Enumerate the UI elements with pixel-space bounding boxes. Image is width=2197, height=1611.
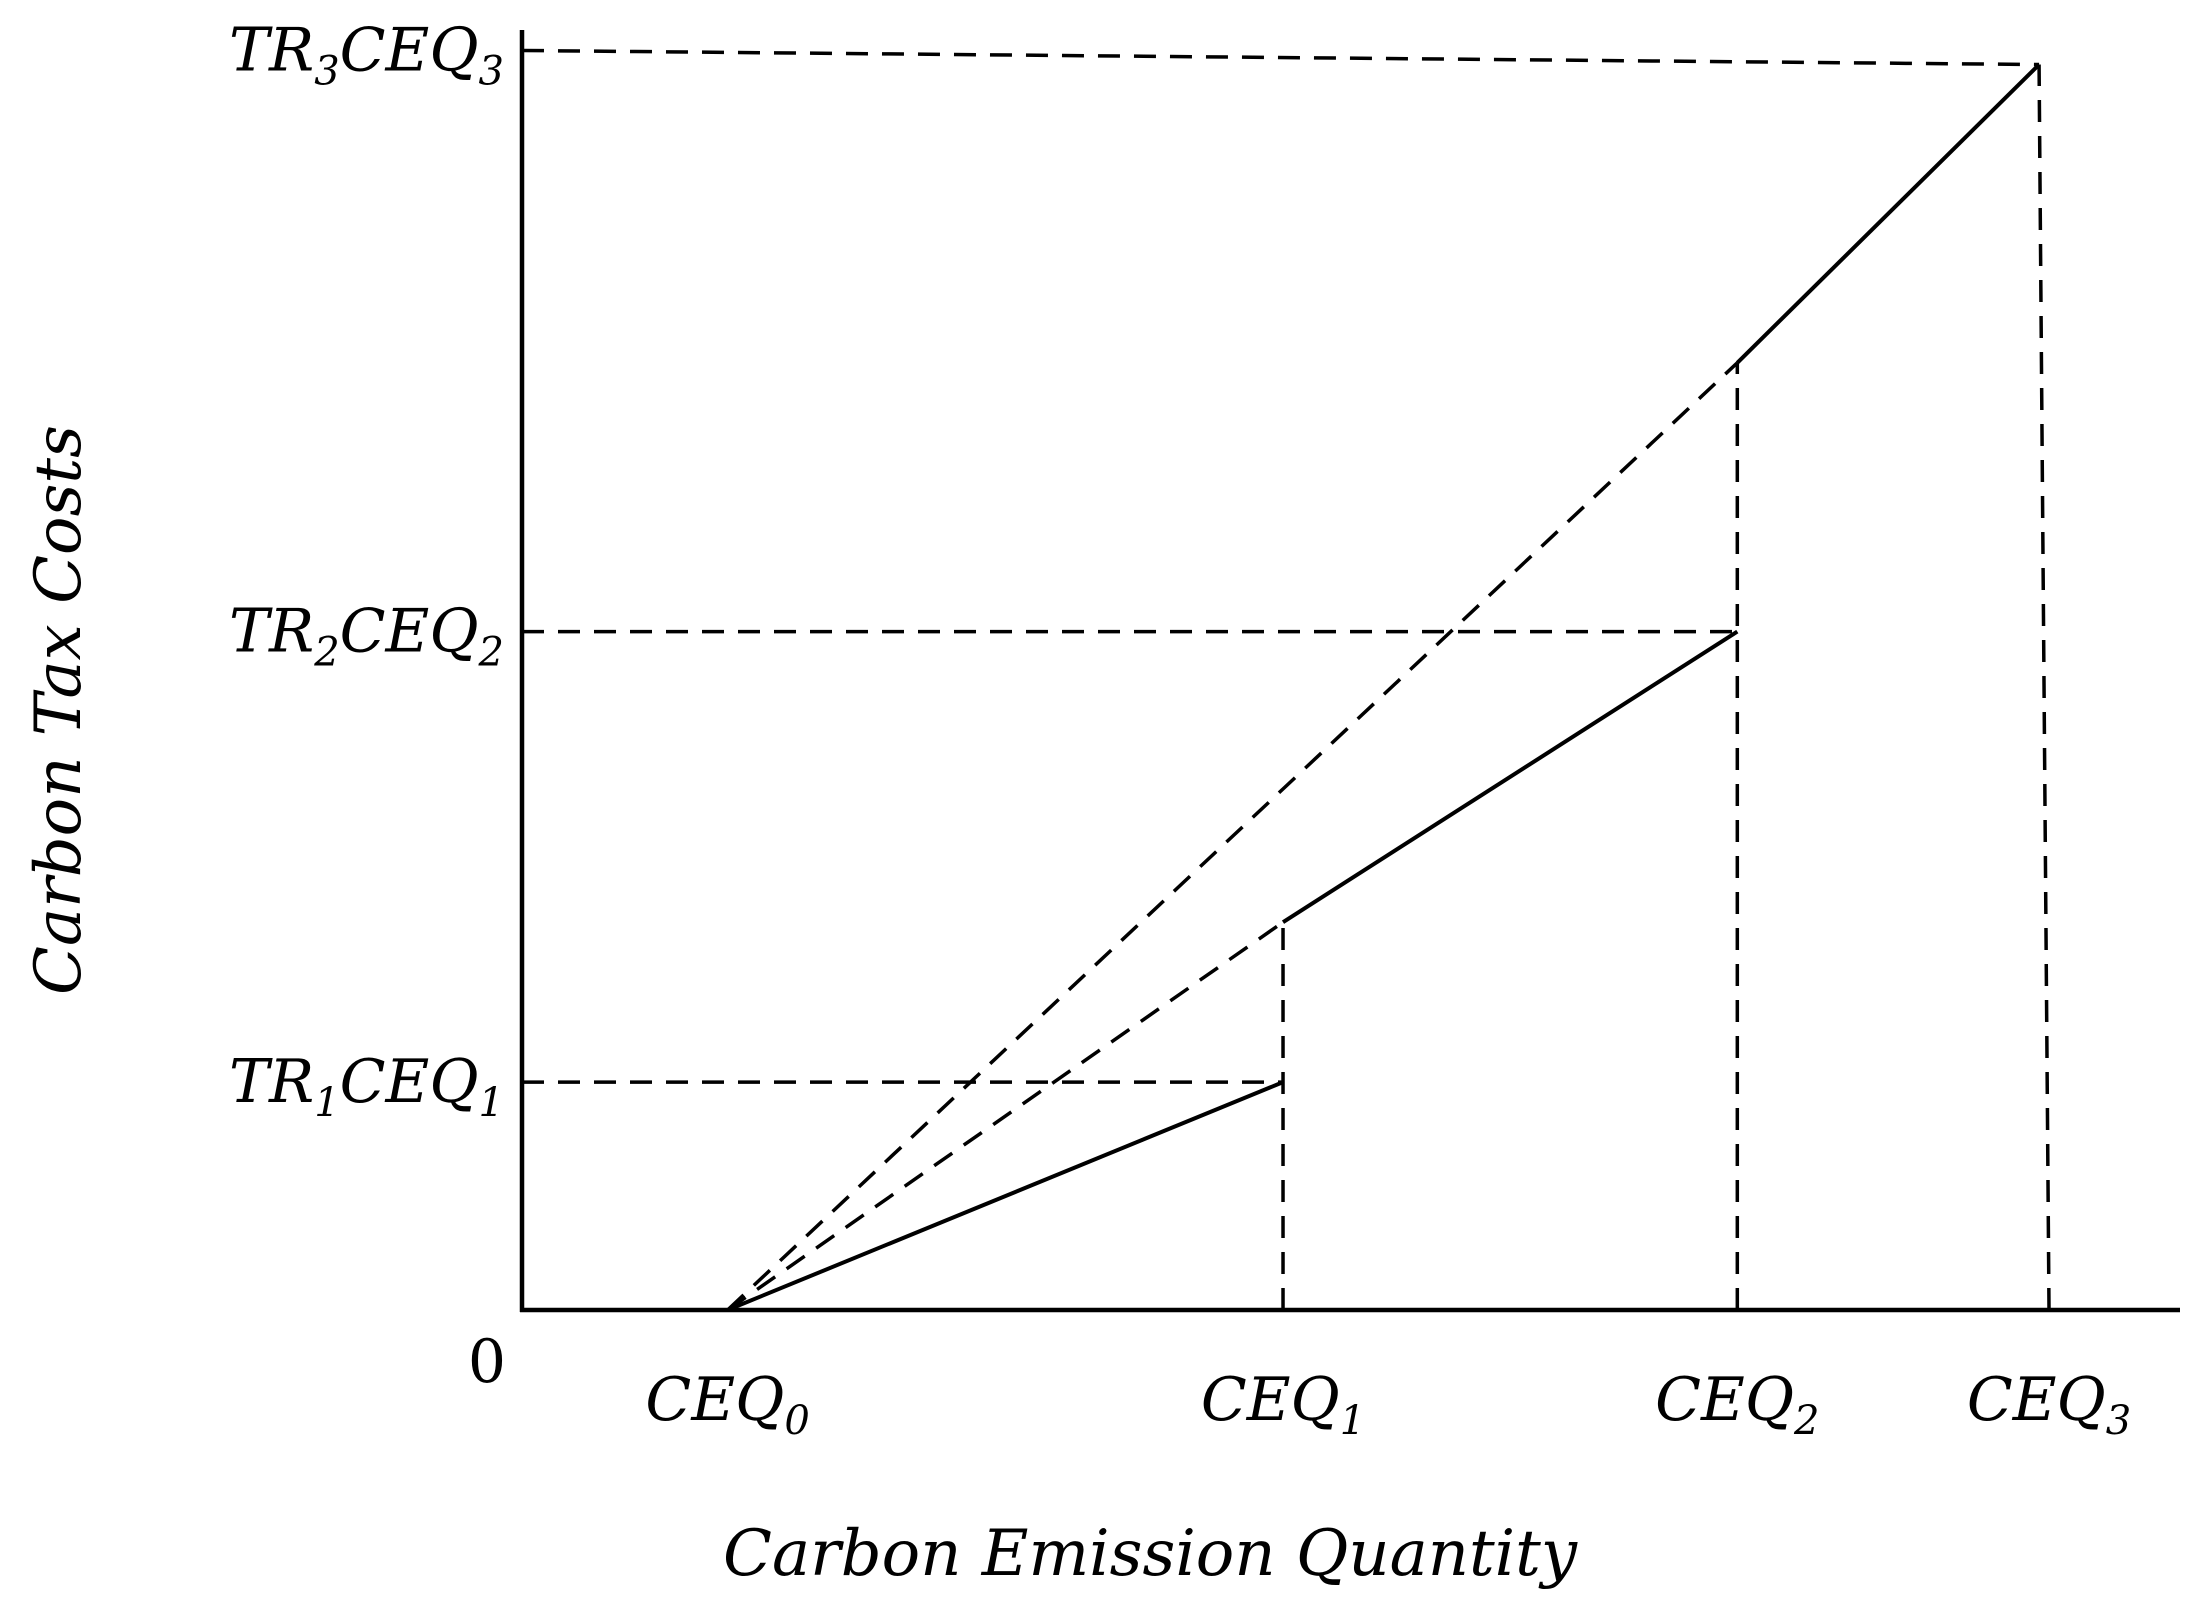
tax-cost-segment-3 bbox=[1735, 63, 2041, 365]
x-tick-label-ceq0: CEQ0 bbox=[645, 1365, 809, 1444]
origin-label: 0 bbox=[468, 1327, 506, 1397]
y-axis-title: Carbon Tax Costs bbox=[22, 425, 96, 995]
y-tick-label-tr3: TR3CEQ3 bbox=[229, 15, 504, 94]
x-axis-title: Carbon Emission Quantity bbox=[723, 1517, 1578, 1591]
dashed-line-rate2-extension bbox=[726, 920, 1285, 1312]
x-tick-label-ceq1: CEQ1 bbox=[1201, 1365, 1365, 1444]
tax-cost-segment-2 bbox=[1281, 629, 1739, 924]
dashed-lines-layer bbox=[521, 48, 2051, 1312]
tax-cost-segment-1 bbox=[726, 1080, 1284, 1312]
dashed-line-ref-v-ceq3 bbox=[2037, 64, 2051, 1311]
solid-segments-layer bbox=[726, 63, 2041, 1312]
labels-layer: 0 Carbon Emission Quantity Carbon Tax Co… bbox=[22, 15, 2131, 1591]
axes-layer bbox=[519, 30, 2180, 1313]
dashed-line-ref-h-tr3 bbox=[521, 48, 2040, 67]
y-tick-label-tr2: TR2CEQ2 bbox=[229, 597, 504, 676]
x-tick-label-ceq2: CEQ2 bbox=[1655, 1365, 1819, 1444]
y-tick-label-tr1: TR1CEQ1 bbox=[229, 1047, 504, 1126]
dashed-line-rate3-extension bbox=[726, 361, 1739, 1312]
x-tick-label-ceq3: CEQ3 bbox=[1967, 1365, 2131, 1444]
